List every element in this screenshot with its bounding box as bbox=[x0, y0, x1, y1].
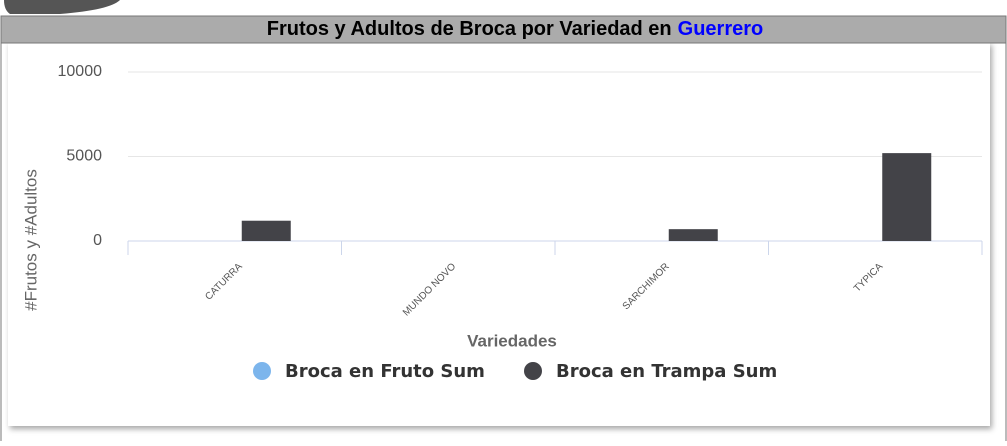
legend-marker bbox=[253, 362, 271, 380]
chart-title: Frutos y Adultos de Broca por Variedad e… bbox=[267, 18, 764, 40]
y-axis-title: #Frutos y #Adultos bbox=[21, 169, 40, 311]
header-bar bbox=[0, 15, 1007, 44]
x-axis-title: Variedades bbox=[467, 331, 557, 350]
bar bbox=[882, 153, 932, 241]
top-tab bbox=[4, 0, 120, 14]
legend-label: Broca en Fruto Sum bbox=[285, 361, 485, 382]
y-tick-label: 10000 bbox=[58, 63, 103, 80]
title-region: Guerrero bbox=[678, 18, 764, 40]
title-text: Frutos y Adultos de Broca por Variedad e… bbox=[267, 18, 672, 40]
y-tick-label: 0 bbox=[93, 232, 102, 249]
legend-label: Broca en Trampa Sum bbox=[556, 361, 777, 382]
y-tick-label: 5000 bbox=[66, 148, 102, 165]
chart-panel bbox=[8, 42, 990, 426]
legend-marker bbox=[524, 362, 542, 380]
bar bbox=[668, 229, 718, 241]
bar bbox=[241, 220, 291, 241]
